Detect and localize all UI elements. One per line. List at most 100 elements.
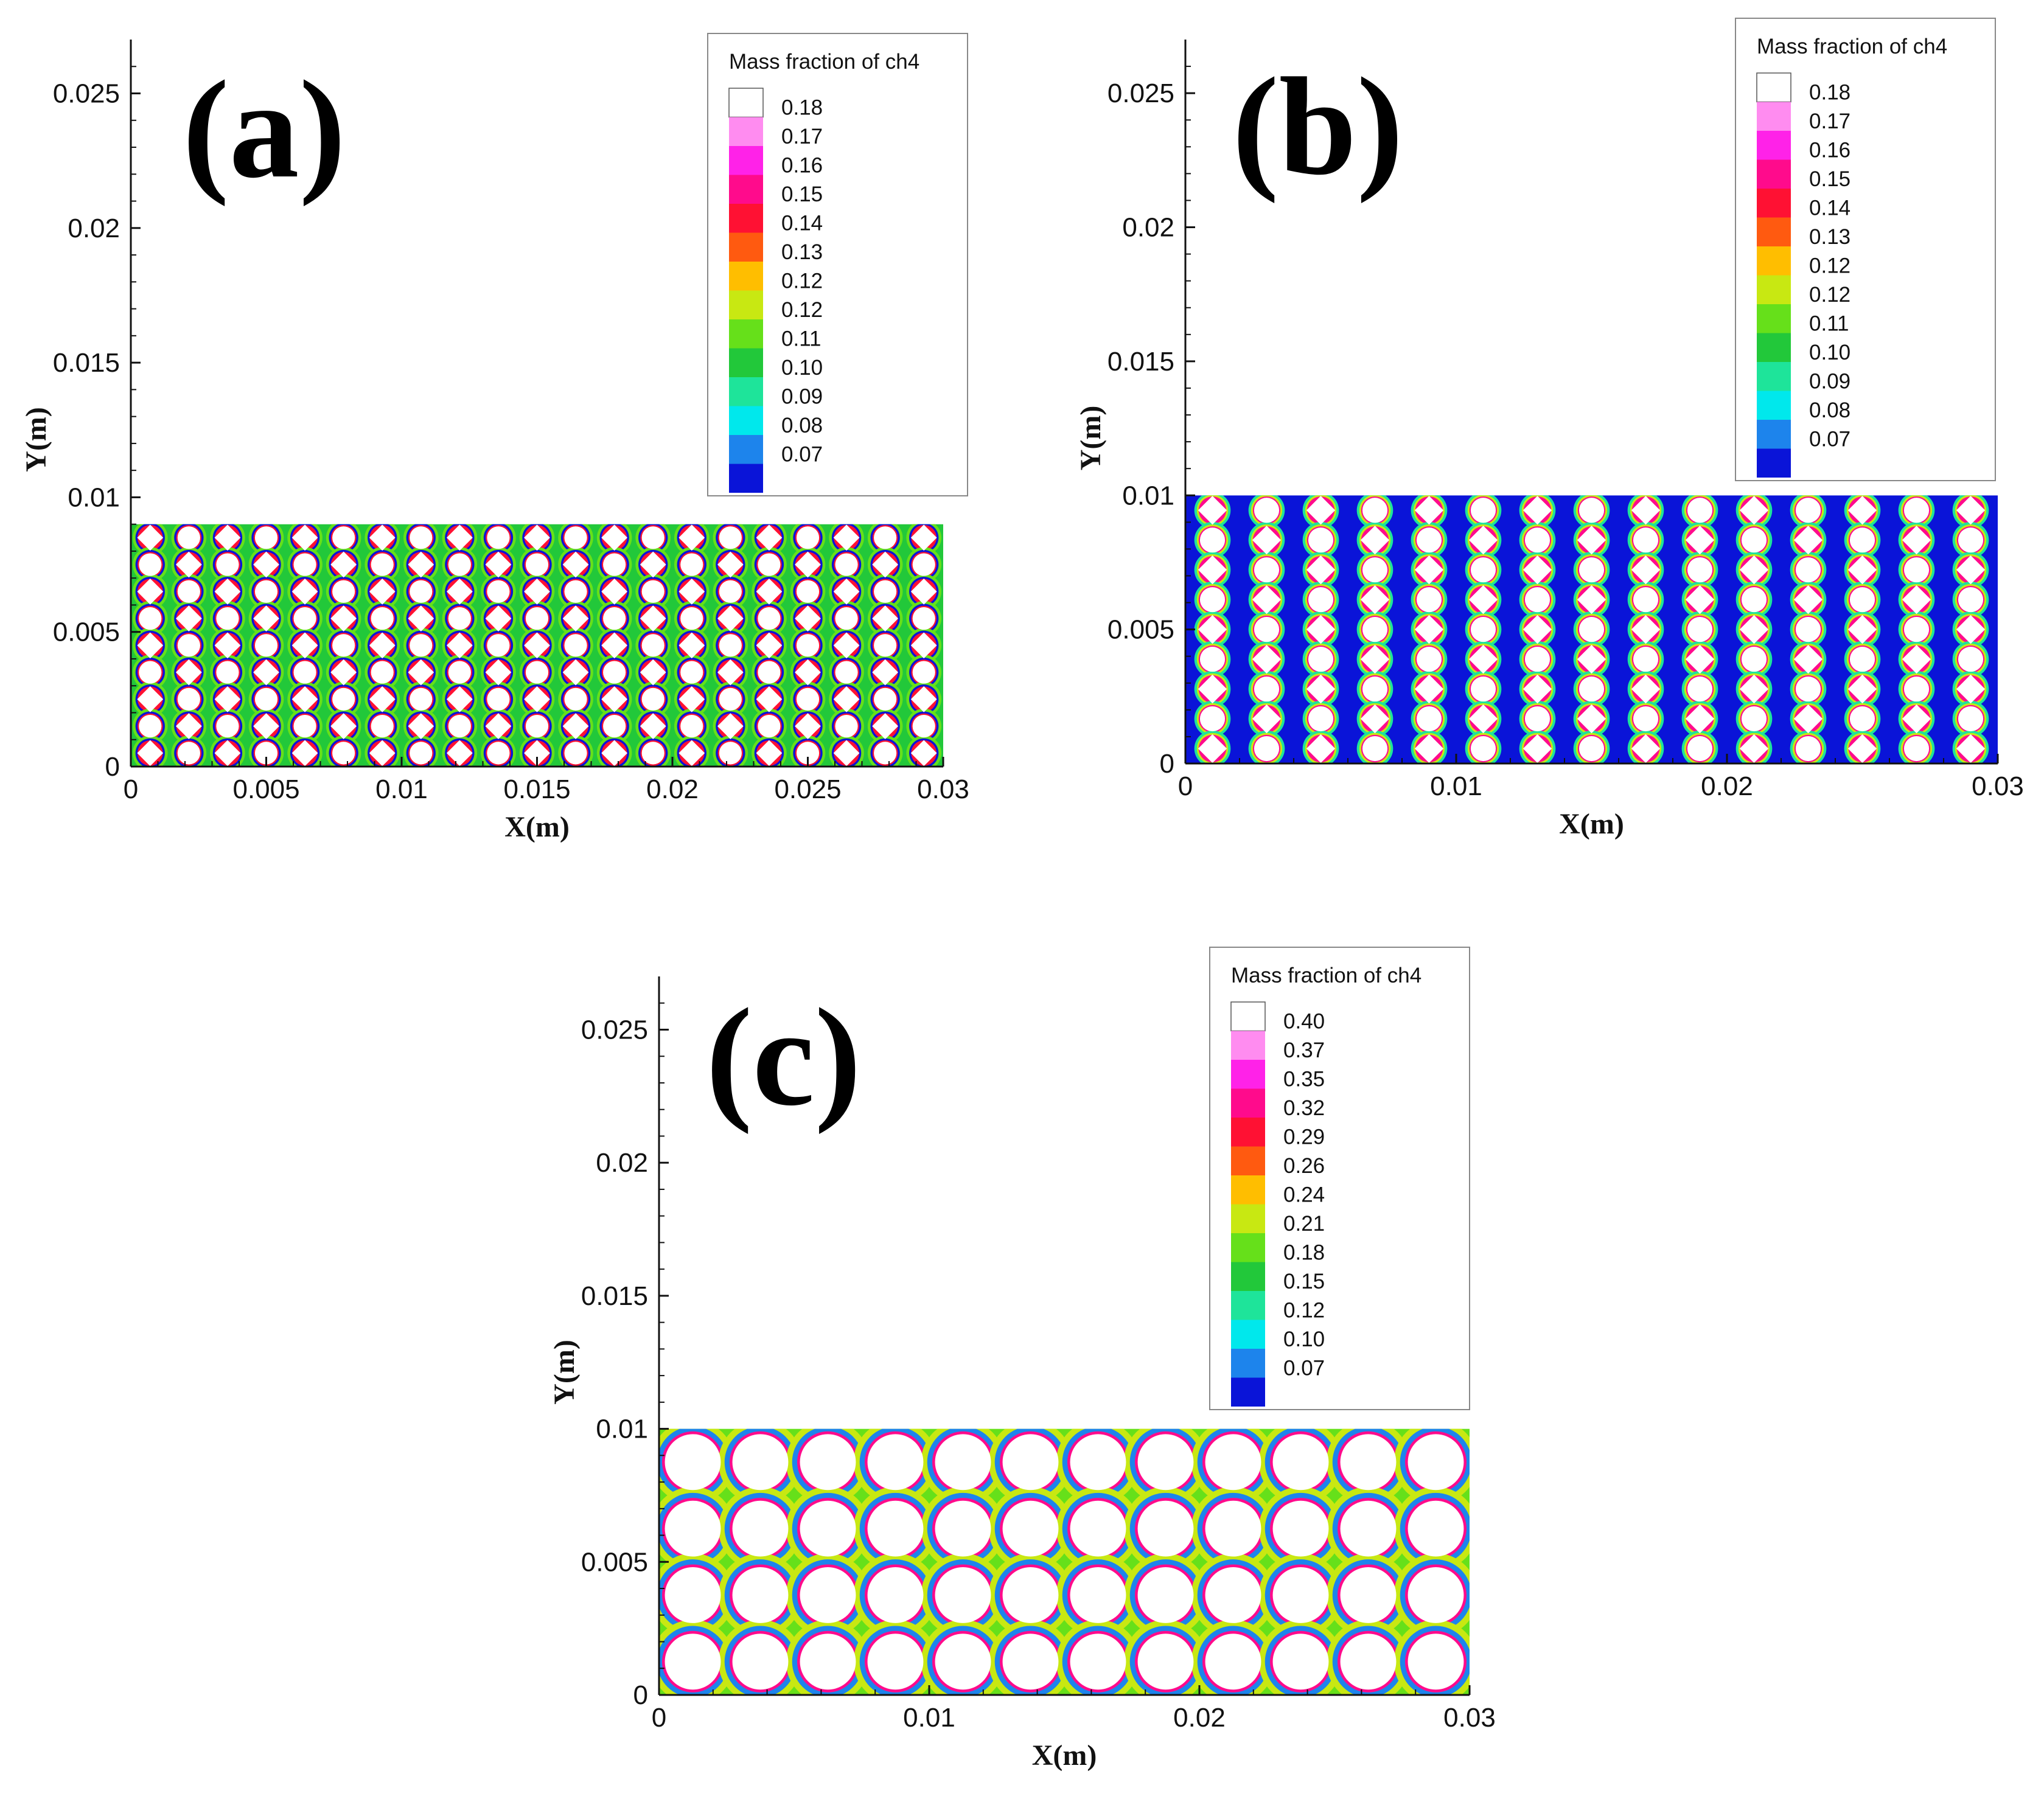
obstacle-circle — [1470, 617, 1496, 642]
obstacle-diamond — [640, 713, 666, 739]
y-tick-label: 0 — [633, 1680, 648, 1710]
obstacle-diamond — [1956, 614, 1986, 644]
legend-swatch — [1231, 1118, 1265, 1147]
x-tick-label: 0.02 — [646, 774, 699, 804]
x-tick-label: 0.01 — [1430, 771, 1482, 801]
obstacle-circle — [935, 1434, 991, 1491]
obstacle-diamond — [291, 686, 318, 712]
obstacle-circle — [1524, 527, 1550, 553]
obstacle-circle — [487, 634, 510, 657]
obstacle-circle — [1199, 647, 1226, 672]
obstacle-diamond — [1360, 526, 1390, 555]
obstacle-circle — [525, 715, 549, 738]
obstacle-diamond — [253, 551, 279, 578]
obstacle-circle — [1416, 527, 1442, 553]
obstacle-circle — [1362, 736, 1388, 762]
x-tick-label: 0.01 — [375, 774, 428, 804]
obstacle-circle — [1578, 557, 1605, 583]
obstacle-circle — [448, 553, 471, 576]
obstacle-circle — [525, 661, 549, 684]
contour-field — [659, 1428, 1470, 1695]
legend-swatch — [728, 88, 764, 118]
obstacle-circle — [758, 607, 781, 630]
legend-swatch — [1231, 1349, 1265, 1378]
legend-title: Mass fraction of ch4 — [1757, 35, 1947, 58]
legend-level-label: 0.10 — [781, 356, 823, 380]
obstacle-circle — [254, 526, 278, 549]
obstacle-diamond — [833, 740, 860, 767]
obstacle-diamond — [678, 632, 705, 659]
obstacle-circle — [293, 715, 316, 738]
x-tick-label: 0.01 — [903, 1703, 955, 1733]
obstacle-circle — [603, 553, 626, 576]
obstacle-circle — [1205, 1434, 1261, 1491]
obstacle-circle — [1199, 587, 1226, 613]
obstacle-diamond — [872, 551, 899, 578]
obstacle-circle — [758, 715, 781, 738]
legend-level-label: 0.12 — [781, 298, 823, 322]
obstacle-circle — [177, 580, 200, 603]
y-tick-label: 0.005 — [53, 617, 120, 647]
obstacle-circle — [332, 580, 355, 603]
obstacle-diamond — [756, 632, 783, 659]
obstacle-diamond — [1577, 585, 1606, 614]
obstacle-diamond — [1685, 704, 1715, 734]
obstacle-diamond — [137, 578, 164, 605]
obstacle-circle — [680, 715, 703, 738]
obstacle-circle — [1795, 498, 1821, 523]
obstacle-diamond — [872, 605, 899, 631]
legend-swatch — [729, 406, 763, 435]
y-tick-label: 0.01 — [1122, 481, 1174, 510]
y-tick-label: 0.02 — [596, 1148, 648, 1178]
obstacle-diamond — [214, 632, 241, 659]
obstacle-circle — [874, 687, 897, 711]
obstacle-circle — [1416, 587, 1442, 613]
legend-level-label: 0.12 — [1809, 254, 1850, 278]
legend-level-label: 0.09 — [781, 385, 823, 409]
obstacle-circle — [800, 1500, 856, 1557]
legend: Mass fraction of ch4 0.18 0.17 0.16 0.15 0.14… — [1735, 18, 1996, 481]
panel-b: 0 0.01 0.02 0.03 0 0.005 0.01 0.015 0.02 0.025 X(m… — [1075, 18, 2024, 840]
obstacle-diamond — [1252, 526, 1282, 555]
obstacle-circle — [1958, 706, 1984, 732]
legend-swatch — [729, 464, 763, 493]
obstacle-circle — [1002, 1567, 1059, 1623]
obstacle-diamond — [1847, 496, 1877, 525]
obstacle-diamond — [1631, 555, 1661, 585]
obstacle-diamond — [408, 605, 434, 631]
obstacle-diamond — [1902, 585, 1931, 614]
obstacle-diamond — [640, 659, 666, 686]
obstacle-diamond — [137, 740, 164, 767]
obstacle-circle — [1002, 1434, 1059, 1491]
obstacle-circle — [796, 687, 820, 711]
obstacle-circle — [796, 580, 820, 603]
x-tick-label: 0 — [124, 774, 138, 804]
y-axis-title: Y(m) — [1075, 406, 1107, 471]
obstacle-circle — [1903, 736, 1930, 762]
obstacle-diamond — [872, 659, 899, 686]
obstacle-circle — [1687, 617, 1713, 642]
obstacle-circle — [1795, 617, 1821, 642]
obstacle-diamond — [1523, 614, 1552, 644]
obstacle-diamond — [214, 740, 241, 767]
x-axis-title: X(m) — [504, 811, 570, 843]
obstacle-diamond — [1252, 585, 1282, 614]
obstacle-diamond — [369, 632, 396, 659]
obstacle-circle — [293, 553, 316, 576]
obstacle-circle — [1002, 1500, 1059, 1557]
legend-level-label: 0.15 — [1283, 1270, 1325, 1293]
obstacle-diamond — [1739, 674, 1769, 704]
obstacle-circle — [410, 634, 433, 657]
obstacle-circle — [216, 661, 239, 684]
y-tick-label: 0.025 — [581, 1015, 648, 1045]
obstacle-diamond — [562, 713, 589, 739]
legend-level-label: 0.15 — [781, 183, 823, 206]
obstacle-circle — [410, 742, 433, 765]
obstacle-diamond — [1577, 704, 1606, 734]
legend-level-label: 0.10 — [1283, 1327, 1325, 1351]
obstacle-circle — [448, 607, 471, 630]
obstacle-circle — [719, 687, 742, 711]
obstacle-diamond — [640, 605, 666, 631]
legend-swatch — [1757, 189, 1791, 218]
obstacle-circle — [935, 1500, 991, 1557]
